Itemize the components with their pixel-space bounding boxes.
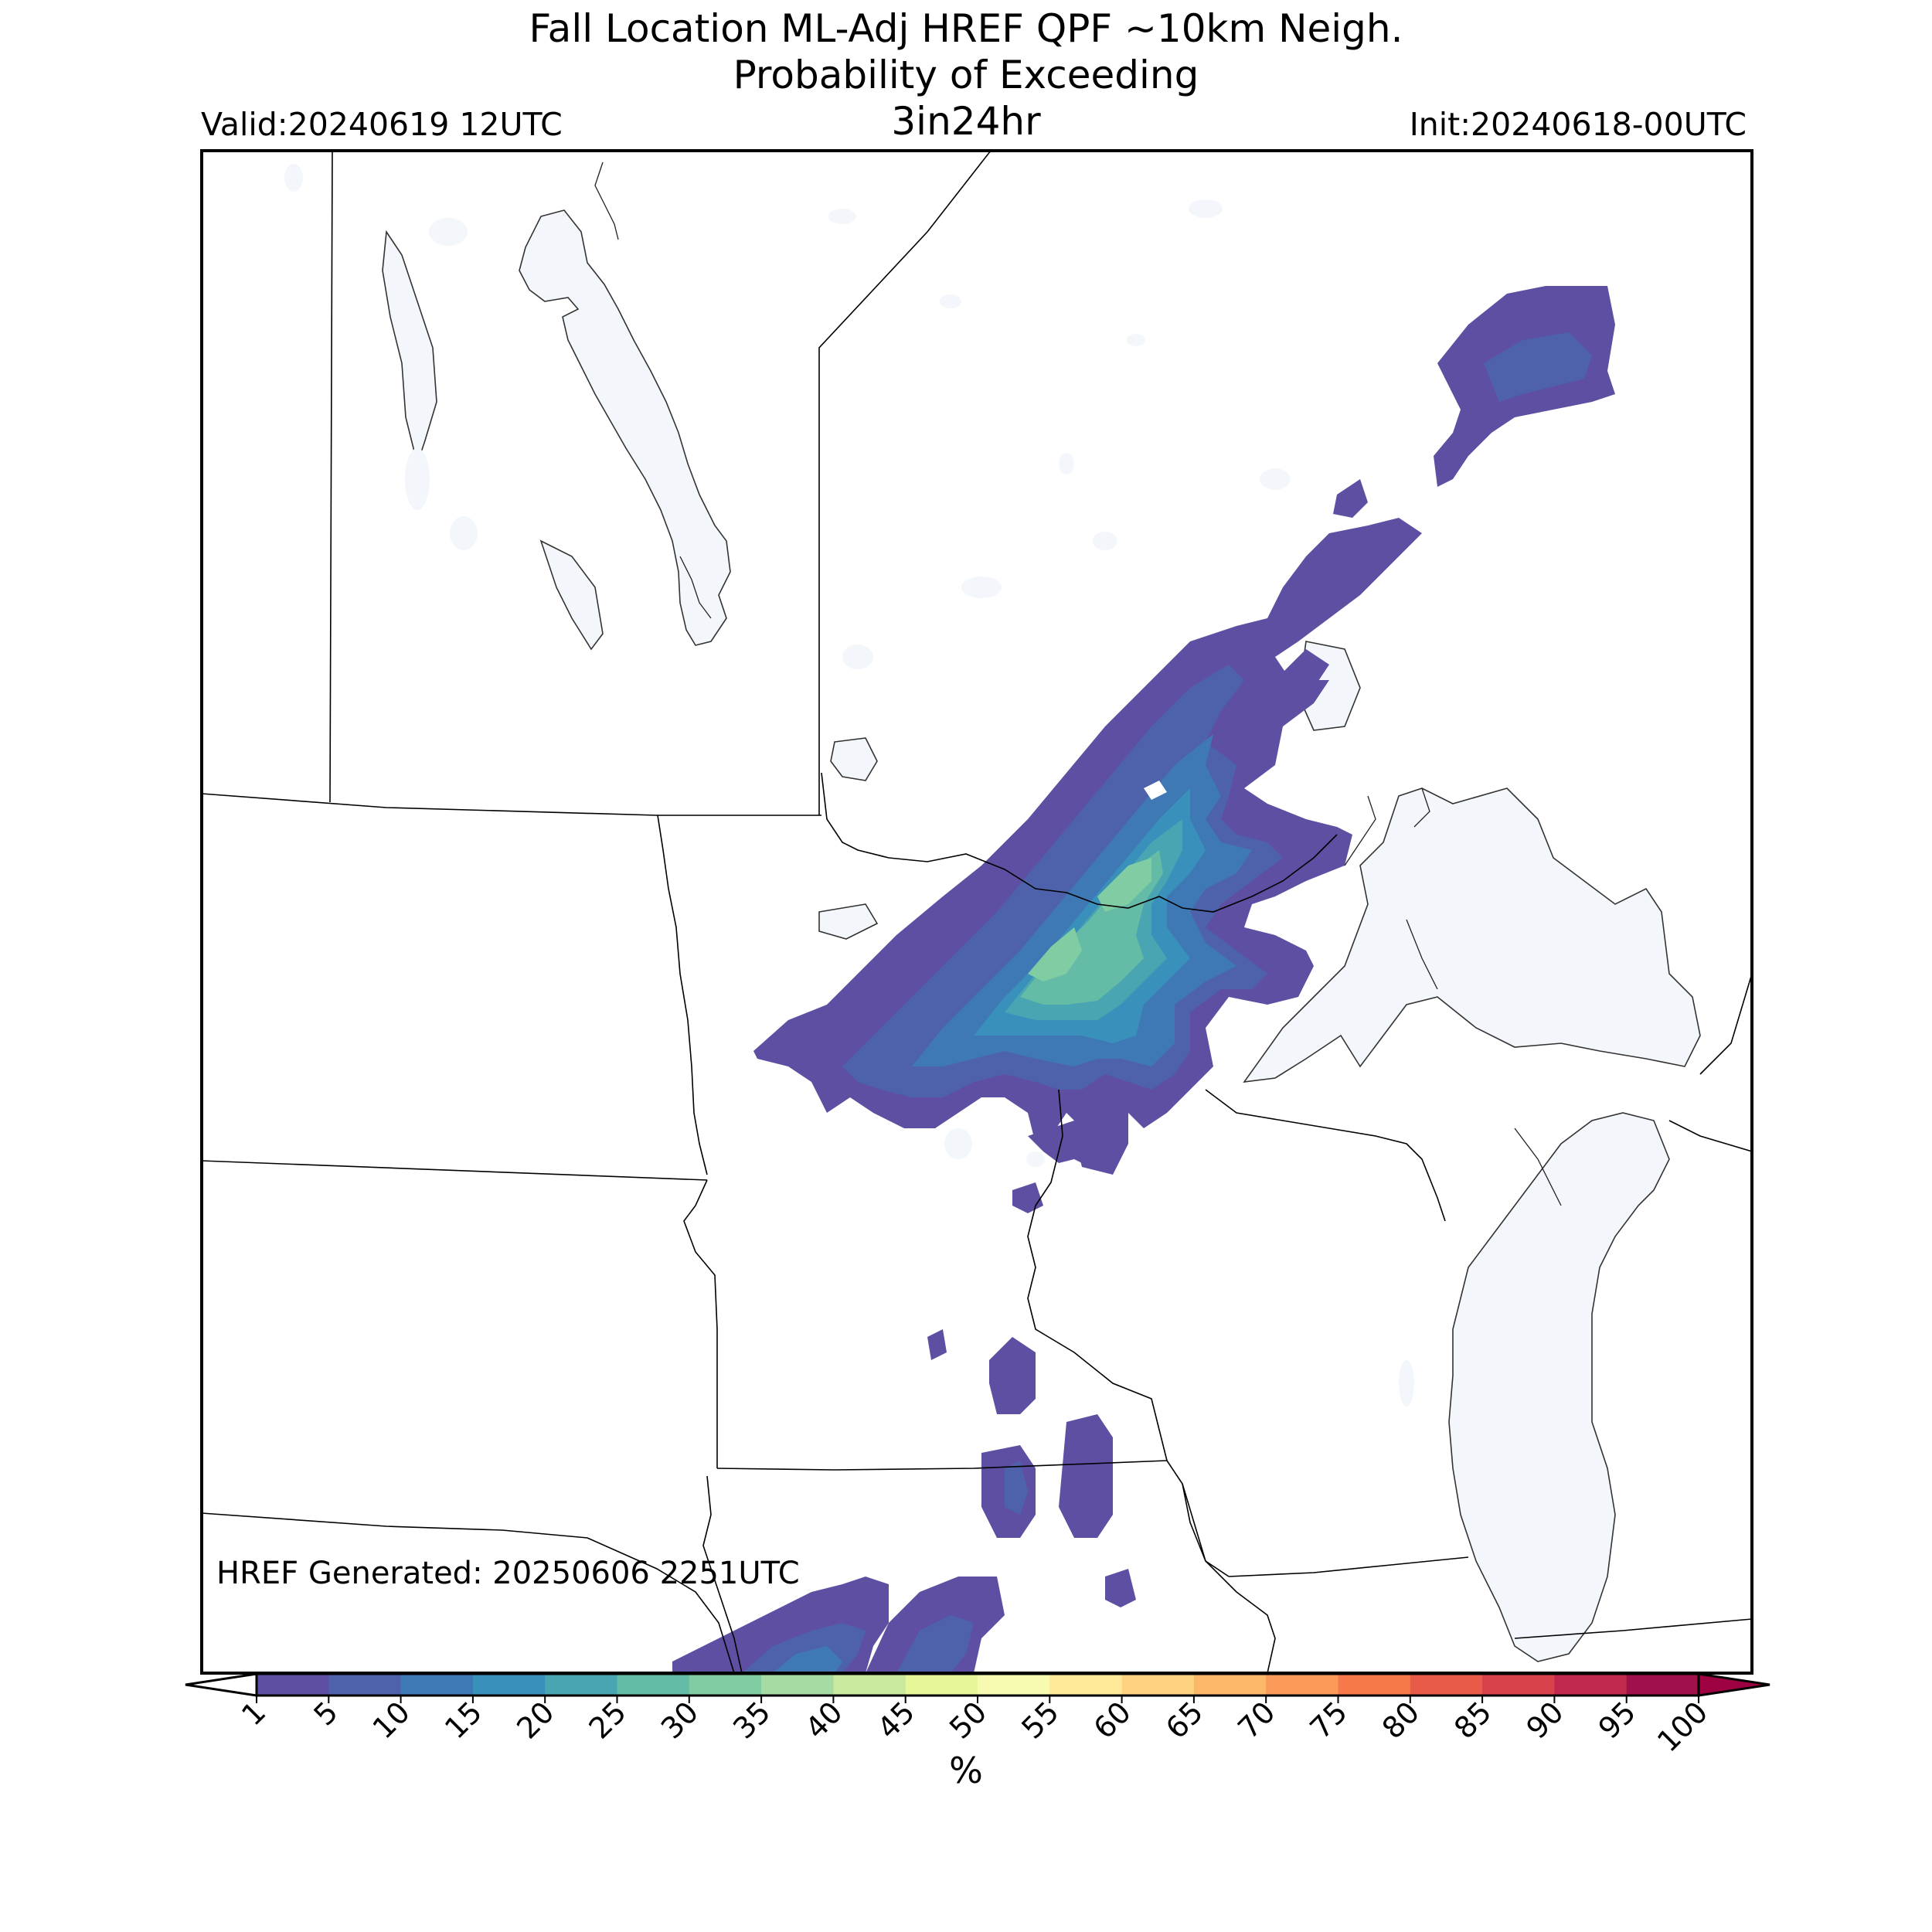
colorbar-tick-label: 30 <box>655 1695 705 1745</box>
border-sk-mb <box>329 151 333 803</box>
colorbar-tick-label: 45 <box>871 1695 921 1745</box>
colorbar-cell <box>617 1674 690 1696</box>
init-time-label: Init:20240618-00UTC <box>1409 106 1747 143</box>
colorbar-tick-label: 65 <box>1159 1695 1209 1745</box>
colorbar-cell <box>1482 1674 1555 1696</box>
border-canada-us <box>202 793 821 816</box>
colorbar-tick-label: 1 <box>235 1695 272 1732</box>
border-wi-mi <box>1205 1089 1446 1222</box>
colorbar-cell <box>545 1674 618 1696</box>
border-wi-ia <box>1182 1483 1276 1673</box>
colorbar-cell <box>328 1674 402 1696</box>
valid-time-label: Valid:20240619 12UTC <box>201 106 563 143</box>
colorbar-tick-label: 95 <box>1592 1695 1642 1745</box>
political-borders <box>202 151 1752 1673</box>
border-sd-mn <box>683 1179 718 1468</box>
colorbar-cell <box>400 1674 474 1696</box>
lake-superior <box>1243 787 1701 1083</box>
colorbar-tick-label: 75 <box>1304 1695 1354 1745</box>
colorbar-tick-label: 90 <box>1519 1695 1570 1745</box>
colorbar-under-arrow <box>185 1672 258 1697</box>
small-lakes <box>284 164 1414 1406</box>
map-area <box>202 151 1752 1673</box>
colorbar-tick-label: 10 <box>366 1695 417 1745</box>
lake-manitoba <box>539 539 604 651</box>
colorbar-cell <box>905 1674 978 1696</box>
border-on-mi-east <box>1699 973 1752 1075</box>
colorbar-tick-label: 35 <box>726 1695 777 1745</box>
red-lake <box>818 903 879 940</box>
title-line-3: 3in24hr <box>891 99 1041 144</box>
colorbar-tick-label: 5 <box>307 1695 344 1732</box>
colorbar-unit-label: % <box>949 1750 983 1791</box>
border-mn-on <box>821 772 1338 913</box>
lake-of-the-woods <box>830 737 878 781</box>
title-line-1: Fall Location ML-Adj HREF QPF ~10km Neig… <box>529 6 1403 51</box>
colorbar-tick-label: 40 <box>798 1695 849 1745</box>
colorbar: 1 5 10 15 20 25 30 35 40 45 50 55 60 65 70 75 80 85 90 95 10… <box>185 1672 1770 1759</box>
colorbar-over-arrow <box>1697 1672 1770 1697</box>
border-mn-ia <box>716 1460 1168 1471</box>
colorbar-tick-label: 15 <box>438 1695 488 1745</box>
water-bodies <box>382 209 1701 1662</box>
colorbar-cell <box>1121 1674 1195 1696</box>
colorbar-cell <box>1193 1674 1267 1696</box>
colorbar-tick-label: 80 <box>1376 1695 1426 1745</box>
border-mi-oh <box>1668 1120 1752 1152</box>
border-sd-ne <box>202 1512 735 1673</box>
colorbar-tick-label: 85 <box>1447 1695 1498 1745</box>
colorbar-cell <box>1266 1674 1339 1696</box>
colorbar-tick-label: 25 <box>583 1695 633 1745</box>
colorbar-cell <box>978 1674 1050 1696</box>
colorbar-cell <box>472 1674 546 1696</box>
border-nd-mn <box>657 815 708 1175</box>
border-mi-in <box>1514 1618 1752 1639</box>
colorbar-tick-label: 60 <box>1087 1695 1138 1745</box>
title-line-2: Probability of Exceeding <box>733 53 1199 97</box>
colorbar-tick-label: 55 <box>1015 1695 1065 1745</box>
colorbar-cell <box>1338 1674 1411 1696</box>
lake-michigan <box>1448 1112 1670 1662</box>
colorbar-cell <box>833 1674 906 1696</box>
colorbar-tick-label: 50 <box>943 1695 993 1745</box>
colorbar-cell <box>257 1674 329 1696</box>
colorbar-cell <box>761 1674 834 1696</box>
colorbar-cell <box>1554 1674 1628 1696</box>
coastline-details <box>594 162 1562 1206</box>
colorbar-tick-label: 20 <box>510 1695 560 1745</box>
probability-field <box>672 286 1615 1673</box>
border-mb-on <box>818 151 992 815</box>
border-wi-il <box>1228 1556 1469 1577</box>
border-mn-wi <box>1027 1089 1230 1577</box>
border-nd-sd <box>202 1160 708 1181</box>
colorbar-cell <box>1626 1674 1699 1696</box>
generated-label: HREF Generated: 20250606 2251UTC <box>216 1556 800 1591</box>
lake-winnipeg <box>519 209 731 646</box>
border-ia-sd <box>702 1475 743 1673</box>
colorbar-cell <box>689 1674 762 1696</box>
colorbar-tick-label: 70 <box>1231 1695 1281 1745</box>
colorbar-cell <box>1049 1674 1123 1696</box>
colorbar-cell <box>1410 1674 1483 1696</box>
